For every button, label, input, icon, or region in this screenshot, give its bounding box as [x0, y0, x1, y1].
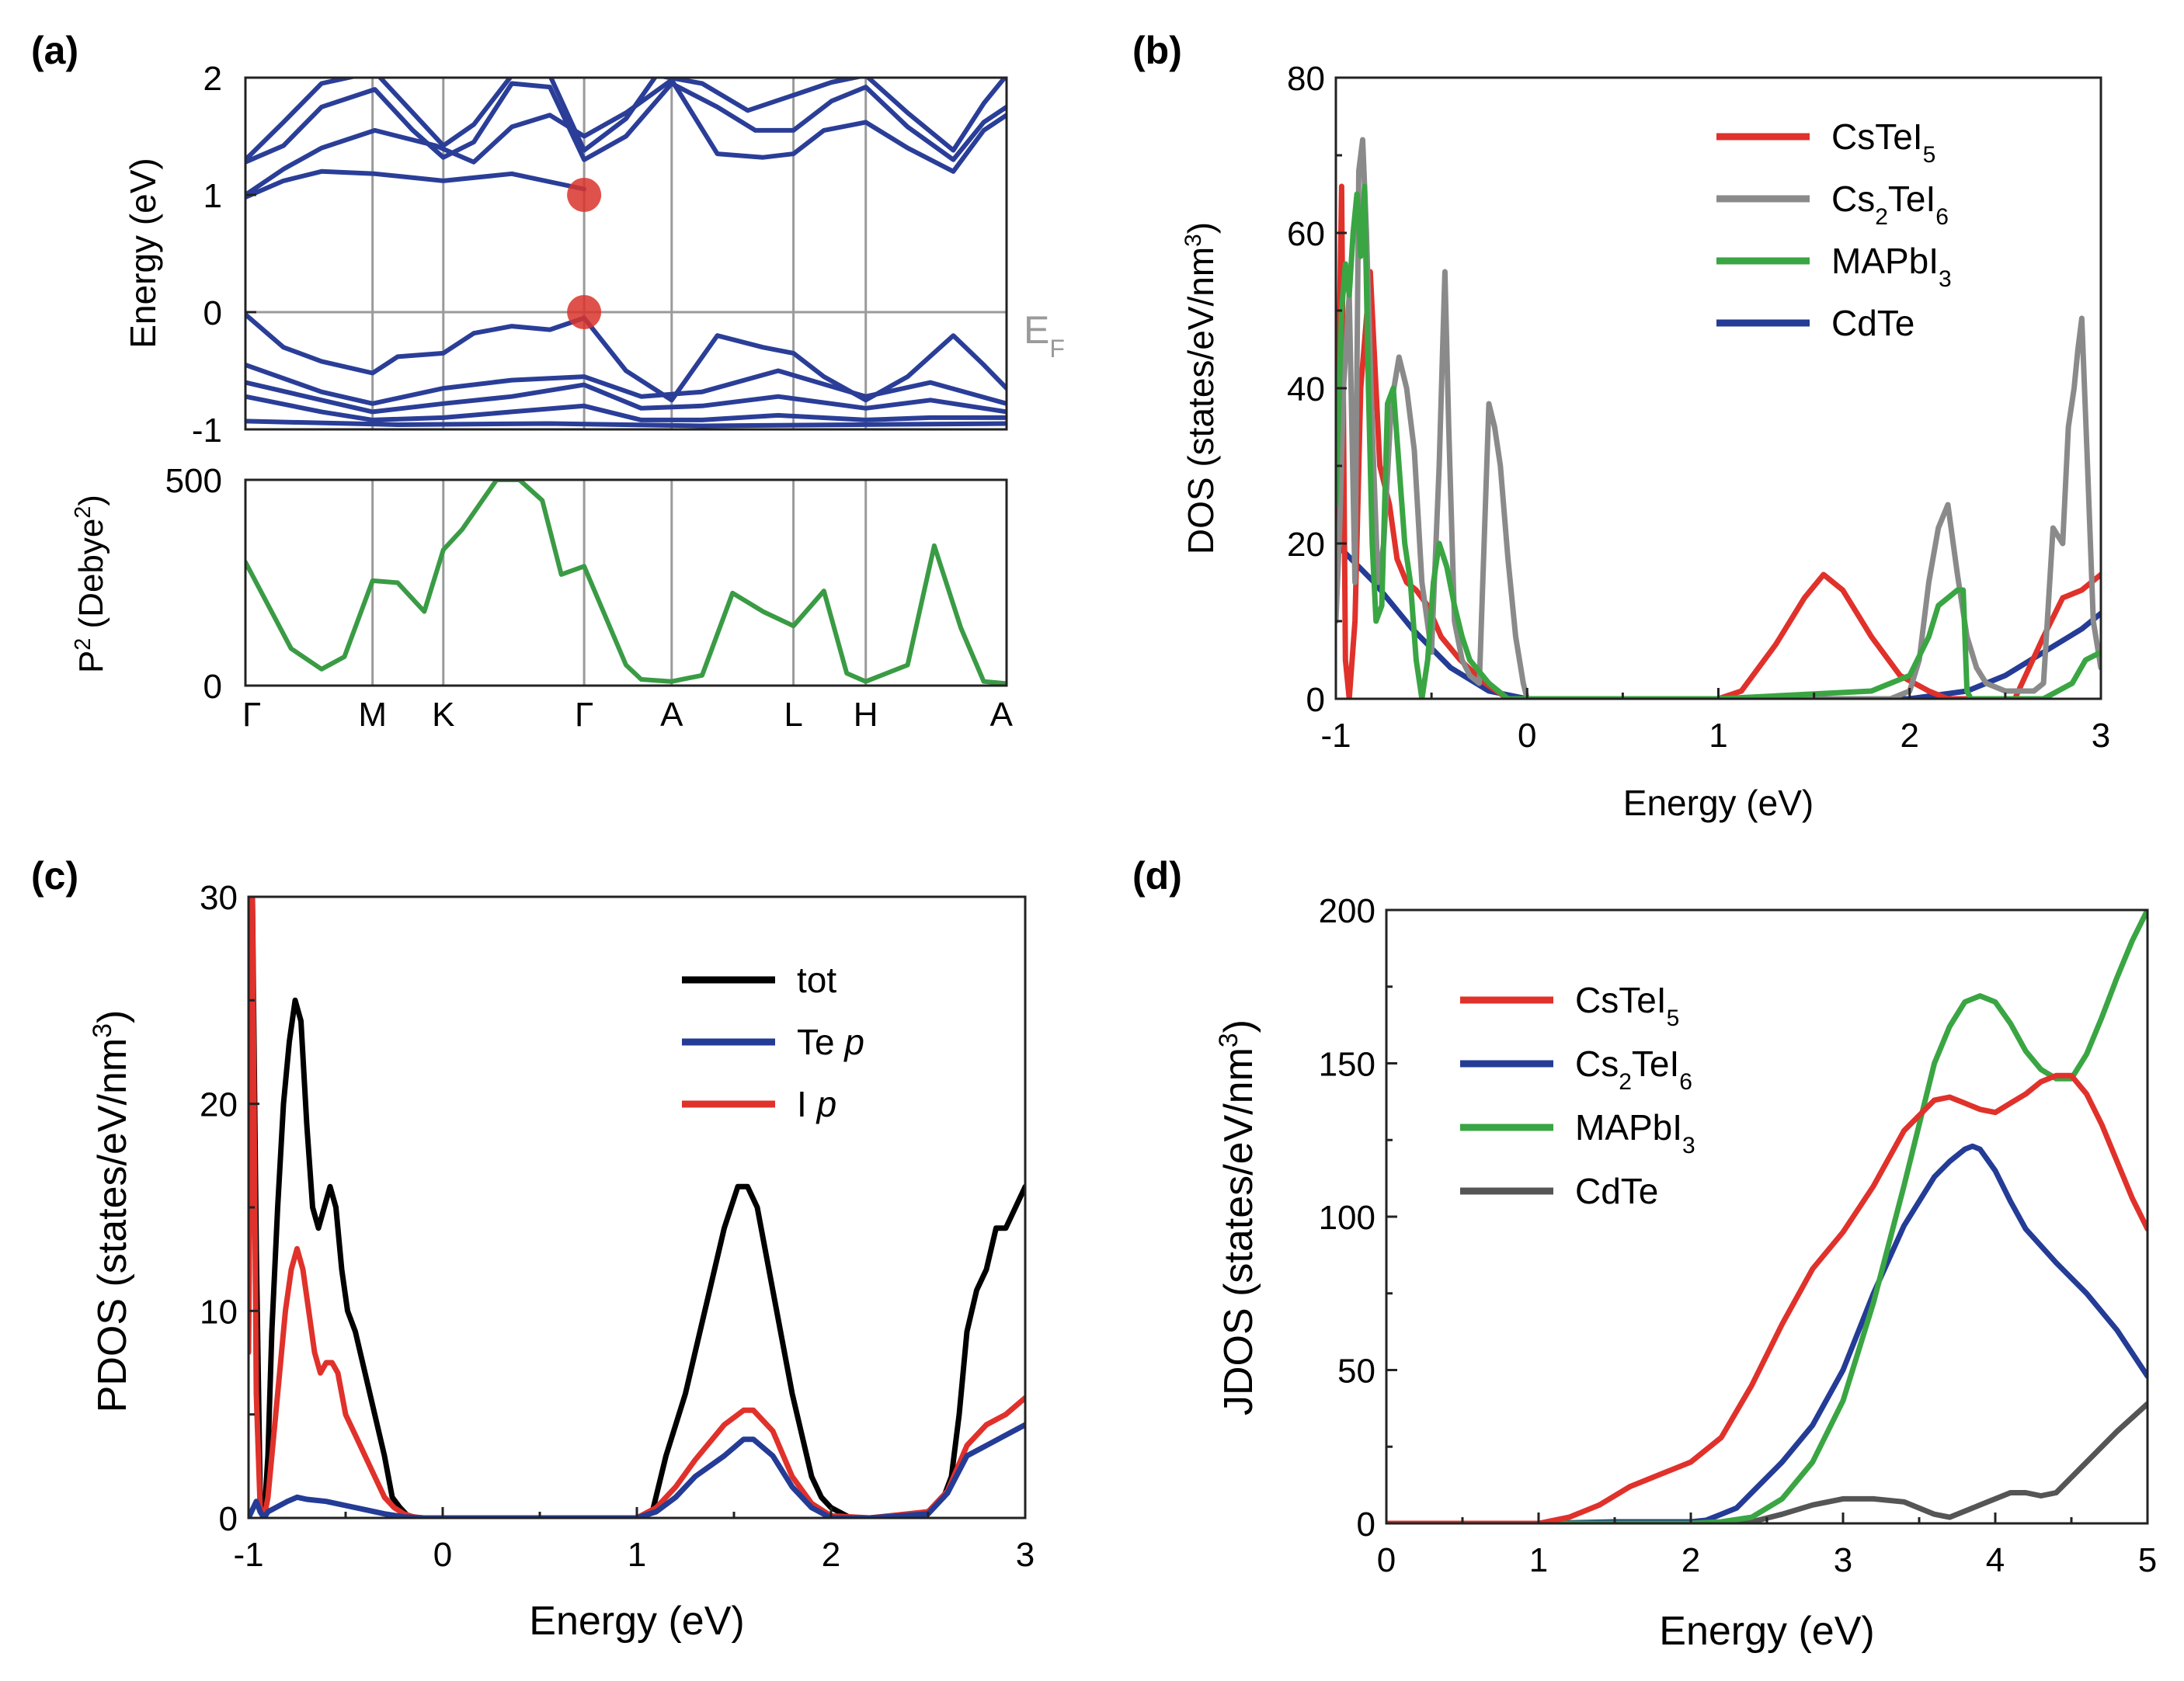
panel-a-dipole-frame	[244, 478, 1008, 687]
y-tick-label: -1	[192, 412, 222, 450]
band-edge-marker	[567, 178, 602, 212]
panel-label-a: (a)	[31, 29, 78, 72]
y-axis-label: JDOS (states/eV/nm3)	[1214, 1019, 1261, 1415]
panel-label-b: (b)	[1132, 29, 1182, 72]
y-tick-label: 20	[1287, 526, 1325, 564]
y-tick-label: 30	[200, 879, 238, 917]
band-line	[245, 78, 1007, 162]
legend-label: CdTe	[1831, 303, 1914, 343]
band-line	[245, 168, 587, 200]
panel-label-d: (d)	[1132, 854, 1182, 898]
y-axis-label: PDOS (states/eV/nm3)	[88, 1010, 135, 1413]
x-tick-label: 0	[1518, 717, 1536, 755]
kpoint-label: L	[784, 696, 802, 734]
x-axis-label: Energy (eV)	[1623, 783, 1814, 823]
y-tick-label: 200	[1319, 892, 1375, 930]
x-tick-label: 1	[1709, 717, 1727, 755]
band-line	[245, 380, 1007, 415]
x-tick-label: 4	[1986, 1541, 2005, 1579]
x-tick-label: 0	[1377, 1541, 1396, 1579]
y-tick-label: 40	[1287, 370, 1325, 408]
x-tick-label: 2	[822, 1536, 840, 1574]
jdos-line	[1386, 1072, 2147, 1523]
x-tick-label: 3	[1016, 1536, 1035, 1574]
y-tick-label: 60	[1287, 215, 1325, 253]
legend-label: Cs2TeI6	[1575, 1044, 1692, 1095]
x-tick-label: -1	[1320, 717, 1351, 755]
dos-line	[1336, 183, 2101, 699]
kpoint-label: Γ	[242, 696, 261, 734]
y-tick-label: 0	[1357, 1506, 1375, 1544]
band-line	[245, 394, 1007, 422]
kpoint-label: K	[432, 696, 454, 734]
x-axis-label: Energy (eV)	[529, 1599, 744, 1644]
x-axis-label: Energy (eV)	[1659, 1609, 1874, 1654]
pdos-line	[249, 1422, 1025, 1518]
legend-label: CdTe	[1575, 1171, 1658, 1211]
y-tick-label: 1	[203, 177, 222, 215]
band-line	[245, 81, 1007, 165]
legend-label: Cs2TeI6	[1831, 179, 1949, 230]
band-line	[245, 419, 1007, 429]
y-tick-label: 0	[203, 294, 222, 332]
legend-label: CsTeI5	[1831, 116, 1935, 168]
dos-line	[1336, 137, 2101, 699]
kpoint-label: H	[854, 696, 878, 734]
y-tick-label: 500	[165, 462, 222, 500]
panel-label-c: (c)	[31, 854, 78, 898]
panel-b-frame	[1334, 76, 2102, 700]
legend-label: I p	[797, 1084, 836, 1124]
y-tick-label: 0	[1306, 681, 1325, 719]
x-tick-label: 2	[1681, 1541, 1700, 1579]
x-tick-label: 1	[628, 1536, 646, 1574]
jdos-line	[1386, 1401, 2147, 1523]
legend-label: MAPbI3	[1575, 1107, 1695, 1158]
dipole-line	[245, 480, 1007, 686]
legend-label: CsTeI5	[1575, 980, 1679, 1031]
x-tick-label: 0	[433, 1536, 452, 1574]
band-edge-marker	[567, 295, 602, 329]
legend-label: tot	[797, 960, 836, 1000]
kpoint-label: Γ	[575, 696, 593, 734]
band-line	[245, 312, 1007, 403]
y-tick-label: 20	[200, 1086, 238, 1124]
panel-a-band-frame	[244, 76, 1008, 431]
y-axis-label: P2 (Debye2)	[71, 495, 110, 673]
legend-label: MAPbI3	[1831, 241, 1952, 292]
pdos-line	[249, 897, 1025, 1518]
kpoint-label: M	[358, 696, 387, 734]
y-tick-label: 10	[200, 1293, 238, 1331]
x-tick-label: 1	[1529, 1541, 1548, 1579]
y-tick-label: 80	[1287, 60, 1325, 98]
band-line	[245, 362, 1007, 406]
pdos-line	[249, 897, 1025, 1518]
y-tick-label: 2	[203, 60, 222, 98]
jdos-line	[1386, 1143, 2147, 1523]
y-tick-label: 0	[203, 668, 222, 706]
band-line	[245, 78, 1007, 197]
fermi-label: EF	[1024, 308, 1065, 363]
x-tick-label: -1	[233, 1536, 263, 1574]
panel-c-frame	[247, 895, 1027, 1519]
x-tick-label: 5	[2138, 1541, 2157, 1579]
y-tick-label: 0	[219, 1500, 238, 1538]
legend-label: Te p	[797, 1022, 864, 1062]
x-tick-label: 2	[1901, 717, 1919, 755]
y-tick-label: 150	[1319, 1046, 1375, 1084]
y-axis-label: Energy (eV)	[123, 158, 163, 348]
kpoint-label: A	[660, 696, 683, 734]
y-tick-label: 50	[1337, 1353, 1375, 1391]
y-axis-label: DOS (states/eV/nm3)	[1181, 222, 1222, 554]
jdos-line	[1386, 910, 2147, 1523]
kpoint-label: A	[990, 696, 1014, 734]
y-tick-label: 100	[1319, 1199, 1375, 1237]
x-tick-label: 3	[1834, 1541, 1852, 1579]
x-tick-label: 3	[2092, 717, 2110, 755]
